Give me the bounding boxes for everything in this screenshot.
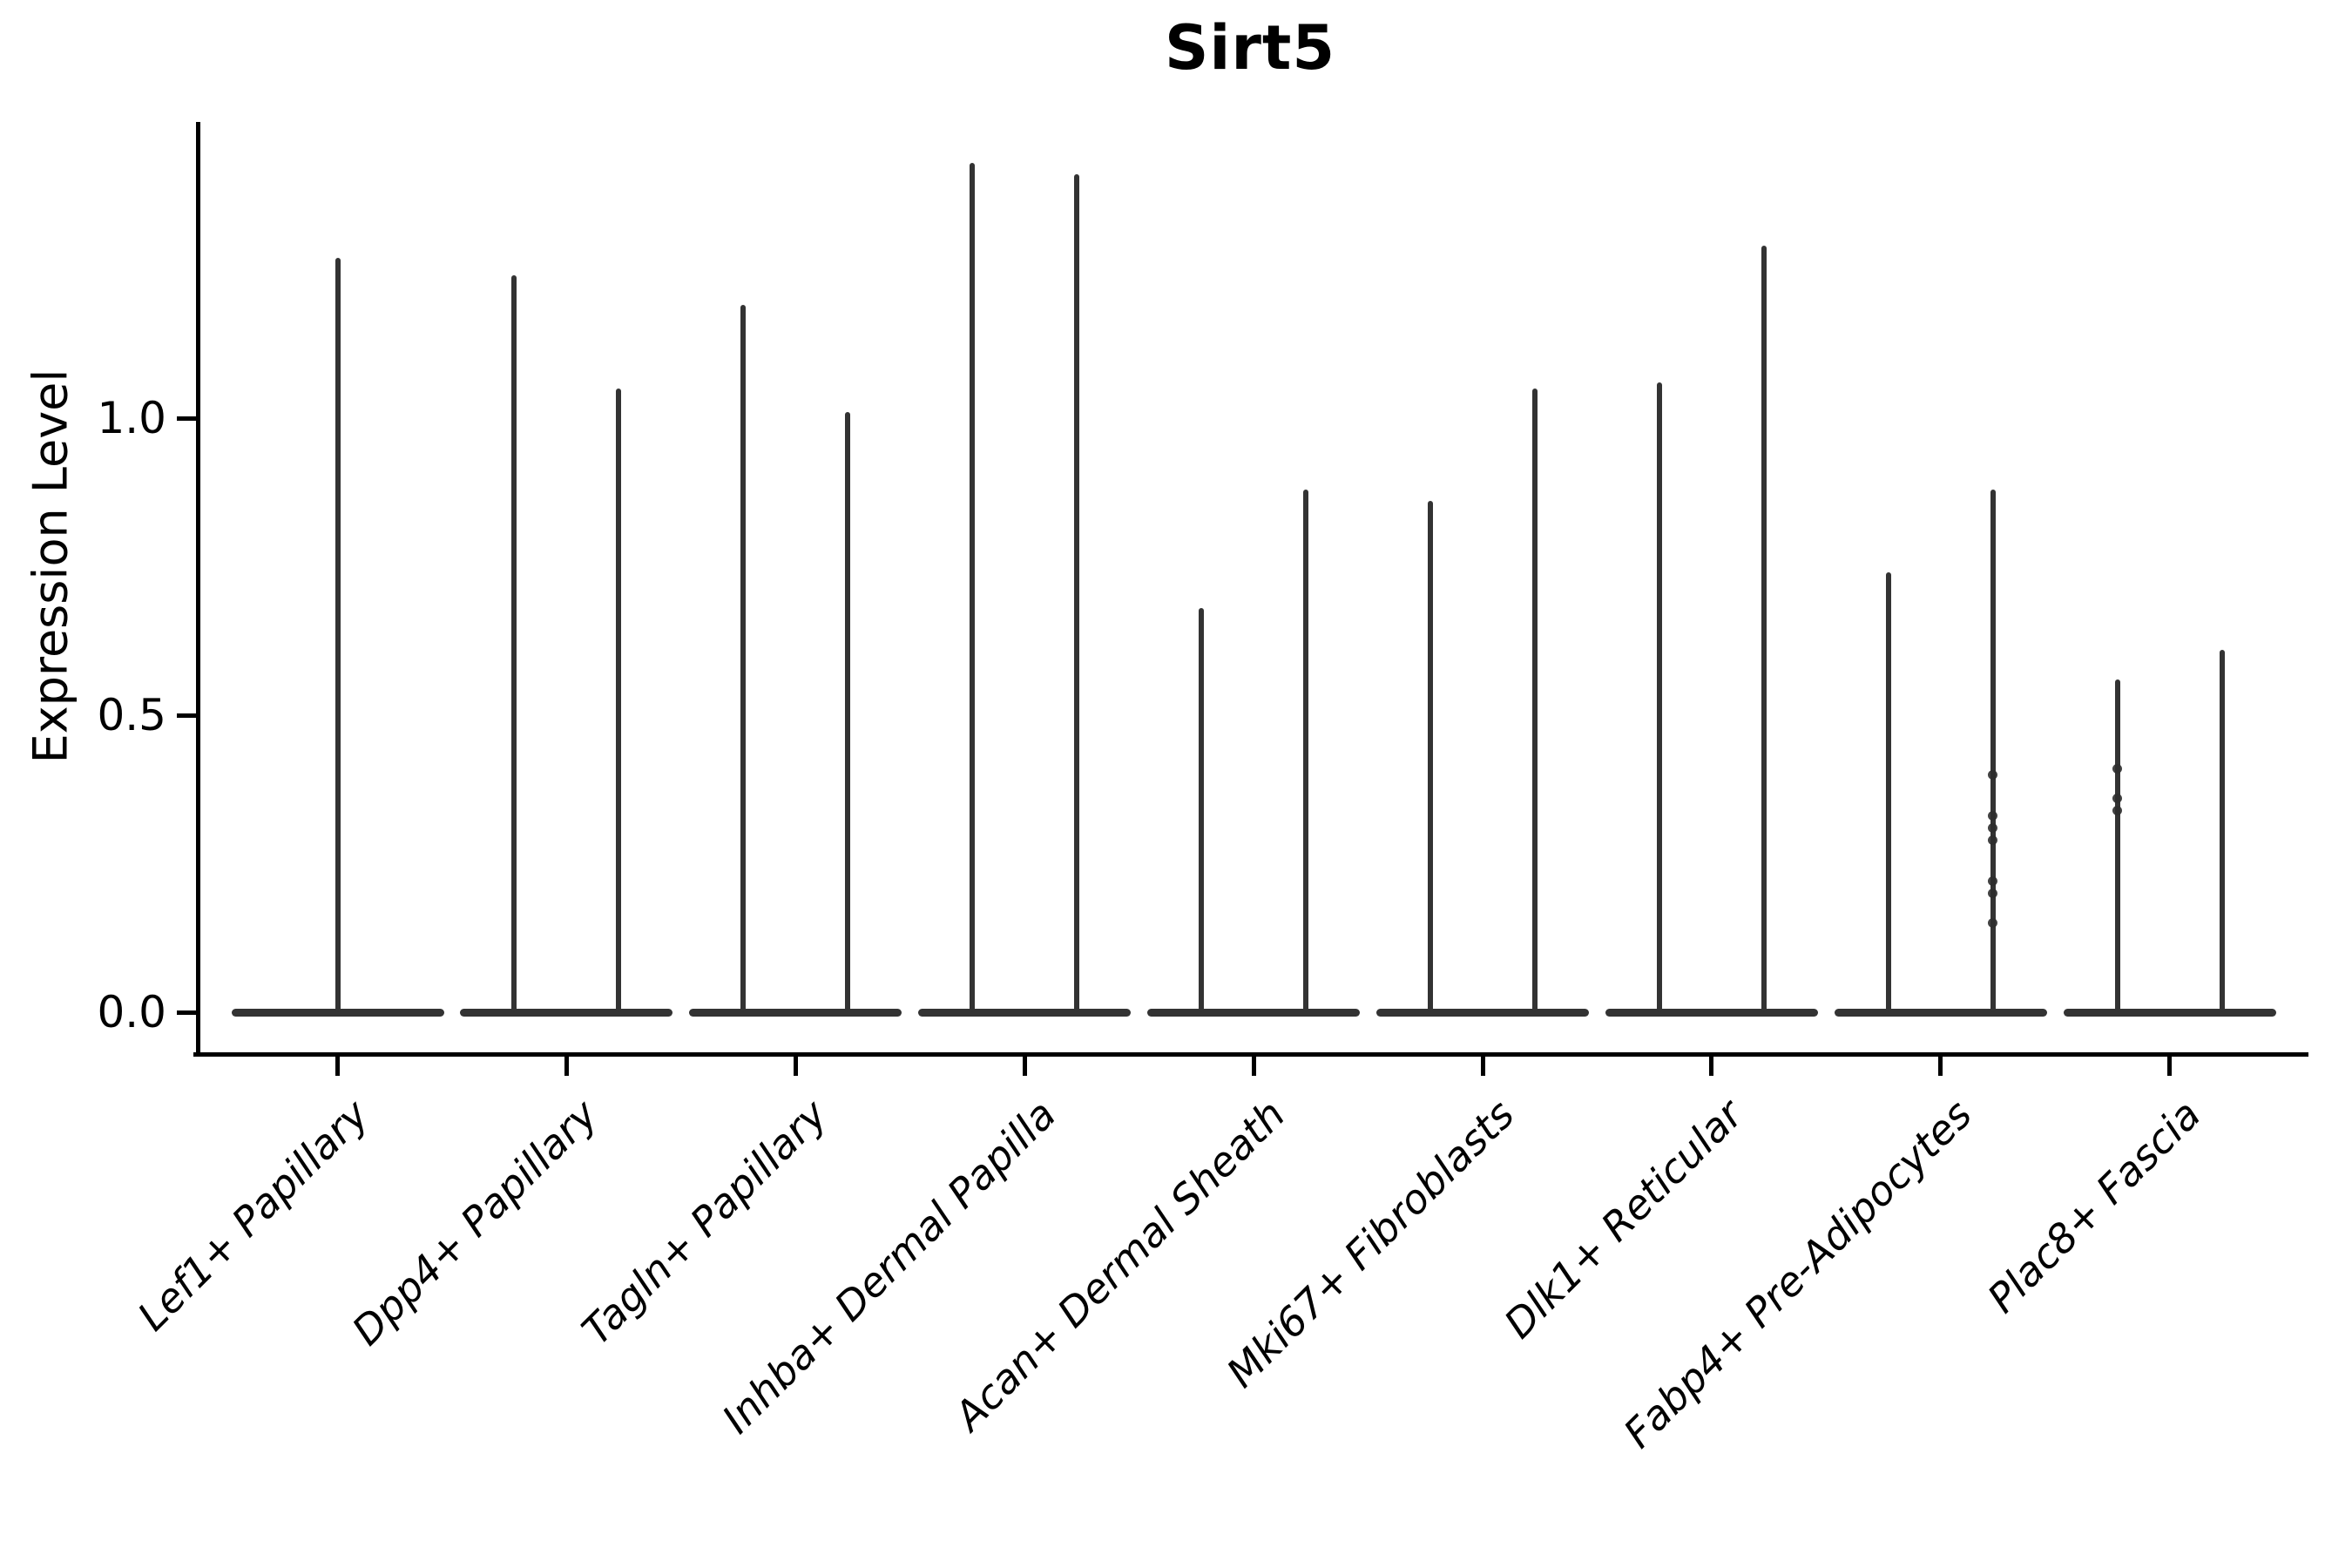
violin-base	[2063, 1008, 2276, 1017]
y-tick-mark	[177, 416, 196, 421]
x-tick-mark	[1709, 1057, 1714, 1076]
x-tick-mark	[1251, 1057, 1256, 1076]
y-axis-spine	[196, 122, 200, 1057]
violin-spike	[1885, 572, 1891, 1012]
jitter-point	[2112, 763, 2123, 774]
violin-base	[918, 1008, 1132, 1017]
x-tick-label: Plac8+ Fascia	[1978, 1091, 2210, 1322]
violin-base	[1147, 1008, 1361, 1017]
violin-spike	[970, 162, 976, 1012]
violin-spike	[2219, 649, 2225, 1012]
jitter-point	[2112, 805, 2123, 815]
violin-spike	[1074, 174, 1080, 1012]
x-tick-mark	[2167, 1057, 2173, 1076]
violin-spike	[845, 412, 851, 1012]
x-tick-mark	[793, 1057, 798, 1076]
jitter-point	[1988, 889, 1998, 899]
violin-spike	[1656, 382, 1662, 1012]
violin-base	[1834, 1008, 2047, 1017]
violin-spike	[1761, 246, 1767, 1012]
x-tick-mark	[1022, 1057, 1027, 1076]
x-tick-label: Dpp4+ Papillary	[342, 1091, 607, 1355]
violin-spike	[740, 305, 747, 1012]
violin-spike	[616, 388, 622, 1012]
x-tick-mark	[1480, 1057, 1485, 1076]
x-tick-mark	[564, 1057, 569, 1076]
x-tick-label: Tagln+ Papillary	[572, 1091, 836, 1355]
jitter-point	[1988, 811, 1998, 821]
jitter-point	[2112, 793, 2123, 803]
violin-spike	[1303, 489, 1309, 1012]
jitter-point	[1988, 769, 1998, 780]
violin-base	[1376, 1008, 1589, 1017]
violin-base	[231, 1008, 444, 1017]
violin-spike	[1199, 608, 1205, 1012]
violin-spike	[335, 257, 341, 1012]
violin-base	[689, 1008, 902, 1017]
y-tick-mark	[177, 1010, 196, 1015]
y-tick-mark	[177, 713, 196, 718]
violin-base	[460, 1008, 673, 1017]
violin-spike	[1990, 489, 1996, 1012]
y-tick-label: 0.0	[97, 987, 166, 1037]
chart-title: Sirt5	[1164, 12, 1336, 84]
violin-spike	[1428, 501, 1433, 1012]
violin-spike	[2114, 679, 2120, 1012]
violin-spike	[1532, 388, 1538, 1012]
y-tick-label: 1.0	[97, 393, 166, 443]
violin-base	[1605, 1008, 1818, 1017]
x-axis-spine	[193, 1052, 2308, 1057]
violin-spike	[511, 275, 517, 1012]
y-tick-label: 0.5	[97, 690, 166, 740]
jitter-point	[1988, 823, 1998, 834]
x-tick-label: Dlk1+ Reticular	[1495, 1091, 1753, 1348]
jitter-point	[1988, 876, 1998, 887]
x-tick-mark	[1938, 1057, 1943, 1076]
x-tick-mark	[335, 1057, 340, 1076]
x-tick-label: Lef1+ Papillary	[128, 1091, 378, 1340]
jitter-point	[1988, 918, 1998, 929]
jitter-point	[1988, 835, 1998, 845]
